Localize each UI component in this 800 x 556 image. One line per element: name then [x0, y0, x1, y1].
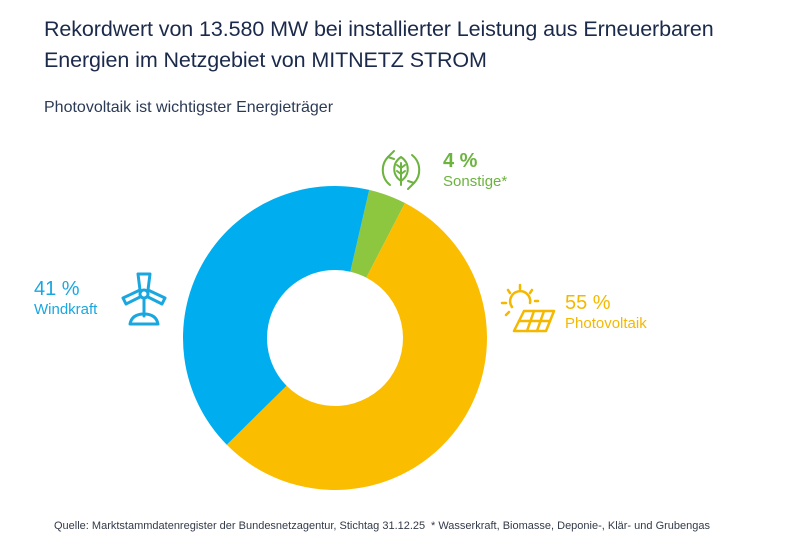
wind-turbine-icon — [121, 272, 167, 326]
label-sonstige-percent: 4 % — [443, 150, 478, 172]
label-windkraft-name: Windkraft — [34, 301, 98, 318]
donut-slice-windkraft — [183, 185, 370, 445]
chart-title-line-1: Rekordwert von 13.580 MW bei installiert… — [44, 17, 714, 41]
donut-slice-photovoltaik — [226, 203, 488, 491]
label-sonstige: 4 % Sonstige* — [443, 150, 507, 192]
label-sonstige-name: Sonstige* — [443, 173, 508, 190]
label-windkraft: 41 % Windkraft — [34, 278, 97, 320]
label-windkraft-percent: 41 % — [34, 278, 80, 300]
chart-title: Rekordwert von 13.580 MW bei installiert… — [44, 14, 784, 76]
sun-solar-panel-icon — [500, 283, 556, 333]
footer-note: * Wasserkraft, Biomasse, Deponie-, Klär-… — [431, 520, 710, 532]
chart-title-line-2: Energien im Netzgebiet von MITNETZ STROM — [44, 48, 487, 72]
label-photovoltaik: 55 % Photovoltaik — [565, 292, 647, 334]
chart-subtitle: Photovoltaik ist wichtigster Energieträg… — [44, 99, 334, 116]
footer-source: Quelle: Marktstammdatenregister der Bund… — [54, 520, 426, 532]
leaf-recycle-icon — [381, 150, 421, 190]
donut-slice-sonstige — [350, 189, 405, 278]
label-photovoltaik-percent: 55 % — [565, 292, 611, 314]
label-photovoltaik-name: Photovoltaik — [565, 315, 647, 332]
